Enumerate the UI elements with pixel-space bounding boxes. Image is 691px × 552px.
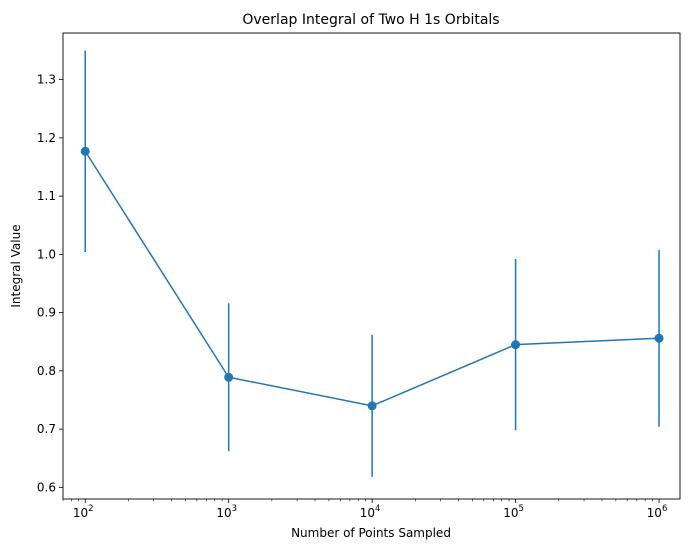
data-point — [224, 372, 234, 382]
x-axis: 102 103 104 105 106 — [62, 499, 668, 520]
y-tick-label: 0.9 — [37, 306, 56, 320]
data-point — [80, 146, 90, 156]
y-tick-label: 1.2 — [37, 131, 56, 145]
data-point — [654, 333, 664, 343]
y-tick-label: 1.1 — [37, 189, 56, 203]
y-tick-label: 1.3 — [37, 73, 56, 87]
chart-title: Overlap Integral of Two H 1s Orbitals — [242, 12, 499, 28]
x-tick-label: 103 — [216, 504, 237, 520]
x-tick-label: 104 — [360, 504, 381, 520]
y-tick-label: 0.7 — [37, 422, 56, 436]
data-point — [511, 340, 521, 350]
plot-frame — [62, 32, 681, 500]
y-tick-label: 1.0 — [37, 247, 56, 261]
x-axis-label: Number of Points Sampled — [291, 526, 451, 540]
data-series — [80, 50, 664, 477]
y-axis: 0.6 0.7 0.8 0.9 1.0 1.1 1.2 1.3 — [37, 73, 63, 494]
y-tick-label: 0.6 — [37, 480, 56, 494]
x-tick-label: 105 — [503, 504, 524, 520]
y-tick-label: 0.8 — [37, 364, 56, 378]
data-point — [367, 401, 377, 411]
x-tick-label: 106 — [647, 504, 668, 520]
x-tick-label: 102 — [73, 504, 94, 520]
y-axis-label: Integral Value — [9, 224, 23, 307]
